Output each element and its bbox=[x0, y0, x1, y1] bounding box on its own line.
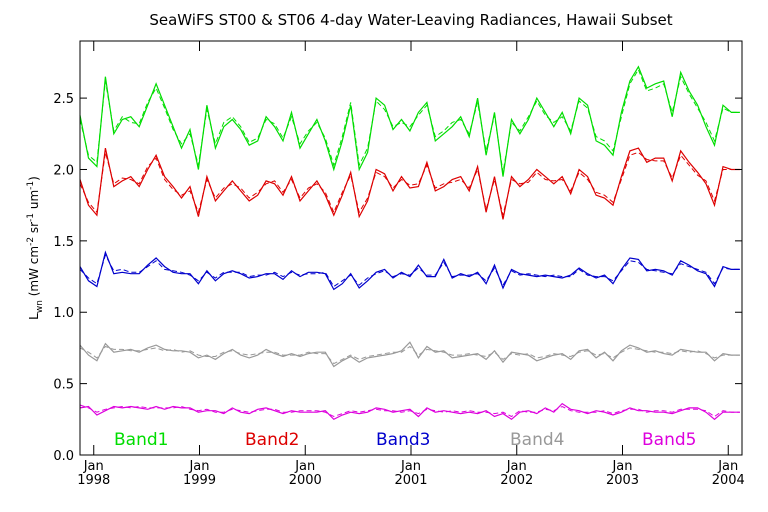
legend-entry-band3: Band3 bbox=[376, 430, 430, 450]
y-label-main: L bbox=[27, 313, 41, 320]
chart-title: SeaWiFS ST00 & ST06 4-day Water-Leaving … bbox=[149, 11, 672, 29]
y-label-mid: sr bbox=[27, 222, 41, 237]
x-tick-month-label: Jan bbox=[400, 459, 421, 474]
x-tick-year-label: 2003 bbox=[606, 473, 639, 488]
series-line-band2-st00 bbox=[79, 147, 740, 220]
y-axis-label: Lwn (mW cm-2 sr-1 um-1) bbox=[26, 176, 45, 320]
x-tick-year-label: 1998 bbox=[77, 473, 110, 488]
y-tick-label: 1.0 bbox=[53, 306, 74, 321]
x-tick-year-label: 2001 bbox=[394, 473, 427, 488]
x-tick-year-label: 2000 bbox=[289, 473, 322, 488]
legend-entry-band2: Band2 bbox=[245, 430, 299, 450]
y-label-units-open: (mW cm bbox=[27, 246, 41, 300]
y-tick-label: 0.0 bbox=[53, 449, 74, 464]
legend: Band1 Band2 Band3 Band4 Band5 bbox=[114, 430, 696, 450]
x-tick-year-label: 2004 bbox=[712, 473, 745, 488]
legend-entry-band1: Band1 bbox=[114, 430, 168, 450]
legend-entry-band5: Band5 bbox=[642, 430, 696, 450]
series-line-band2-st06 bbox=[79, 151, 740, 216]
series-line-band5-st00 bbox=[79, 402, 740, 421]
y-label-units-close: ) bbox=[27, 176, 41, 181]
x-tick-year-label: 1999 bbox=[183, 473, 216, 488]
y-tick-label: 2.0 bbox=[53, 163, 74, 178]
y-label-exp3: -1 bbox=[26, 181, 36, 190]
series-line-band4-st06 bbox=[79, 345, 740, 365]
y-tick-label: 2.5 bbox=[53, 92, 74, 107]
series-line-band1-st06 bbox=[79, 68, 740, 173]
y-label-um: um bbox=[27, 190, 41, 213]
x-tick-month-label: Jan bbox=[611, 459, 632, 474]
x-tick-month-label: Jan bbox=[717, 459, 738, 474]
y-tick-label: 1.5 bbox=[53, 235, 74, 250]
y-label-exp1: -2 bbox=[26, 237, 36, 246]
plot-area bbox=[79, 65, 740, 421]
x-tick-year-label: 2002 bbox=[500, 473, 533, 488]
series-line-band4-st00 bbox=[79, 341, 740, 368]
y-label-exp2: -1 bbox=[26, 213, 36, 222]
x-tick-month-label: Jan bbox=[188, 459, 209, 474]
series-line-band3-st00 bbox=[79, 250, 740, 291]
y-axis: 0.0 0.5 1.0 1.5 2.0 2.5 bbox=[53, 92, 742, 464]
legend-entry-band4: Band4 bbox=[510, 430, 564, 450]
y-label-sub: wn bbox=[35, 300, 45, 313]
series-line-band5-st06 bbox=[79, 404, 740, 418]
x-tick-month-label: Jan bbox=[294, 459, 315, 474]
x-tick-month-label: Jan bbox=[83, 459, 104, 474]
x-axis: Jan1998Jan1999Jan2000Jan2001Jan2002Jan20… bbox=[77, 41, 745, 488]
plot-frame bbox=[79, 40, 743, 456]
x-tick-month-label: Jan bbox=[506, 459, 527, 474]
y-tick-label: 0.5 bbox=[53, 378, 74, 393]
series-line-band1-st00 bbox=[79, 65, 740, 177]
series-line-band3-st06 bbox=[79, 253, 740, 288]
